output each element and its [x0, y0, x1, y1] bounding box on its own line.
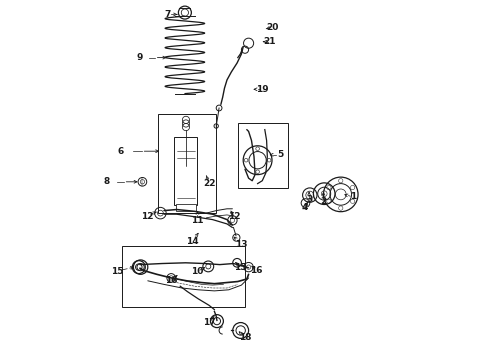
Bar [122, 246, 245, 307]
Text: 12: 12 [228, 212, 241, 220]
Text: 13: 13 [235, 240, 247, 248]
Text: 12: 12 [141, 212, 153, 220]
Text: 1: 1 [350, 192, 356, 202]
Text: 16: 16 [165, 276, 177, 284]
Bar [176, 204, 196, 211]
Text: 10: 10 [191, 267, 204, 276]
Text: 14: 14 [187, 237, 199, 246]
Bar [174, 137, 197, 205]
Bar [238, 123, 288, 188]
Text: 17: 17 [203, 318, 216, 327]
Text: 7: 7 [165, 10, 171, 19]
Text: 3: 3 [306, 194, 312, 204]
Text: 5: 5 [277, 150, 283, 159]
Text: 8: 8 [103, 177, 110, 186]
Text: 6: 6 [118, 147, 124, 156]
Text: 11: 11 [191, 216, 204, 225]
Text: 15: 15 [111, 266, 123, 276]
Text: 9: 9 [137, 53, 143, 62]
Text: 22: 22 [203, 179, 215, 188]
Text: 4: 4 [301, 203, 308, 212]
Text: 15: 15 [234, 263, 247, 272]
Text: 16: 16 [249, 266, 262, 275]
Text: 21: 21 [263, 37, 276, 46]
Bar [158, 114, 216, 213]
Text: 18: 18 [240, 333, 252, 342]
Text: 19: 19 [256, 85, 269, 94]
Text: 2: 2 [320, 197, 327, 206]
Text: 20: 20 [266, 23, 278, 32]
